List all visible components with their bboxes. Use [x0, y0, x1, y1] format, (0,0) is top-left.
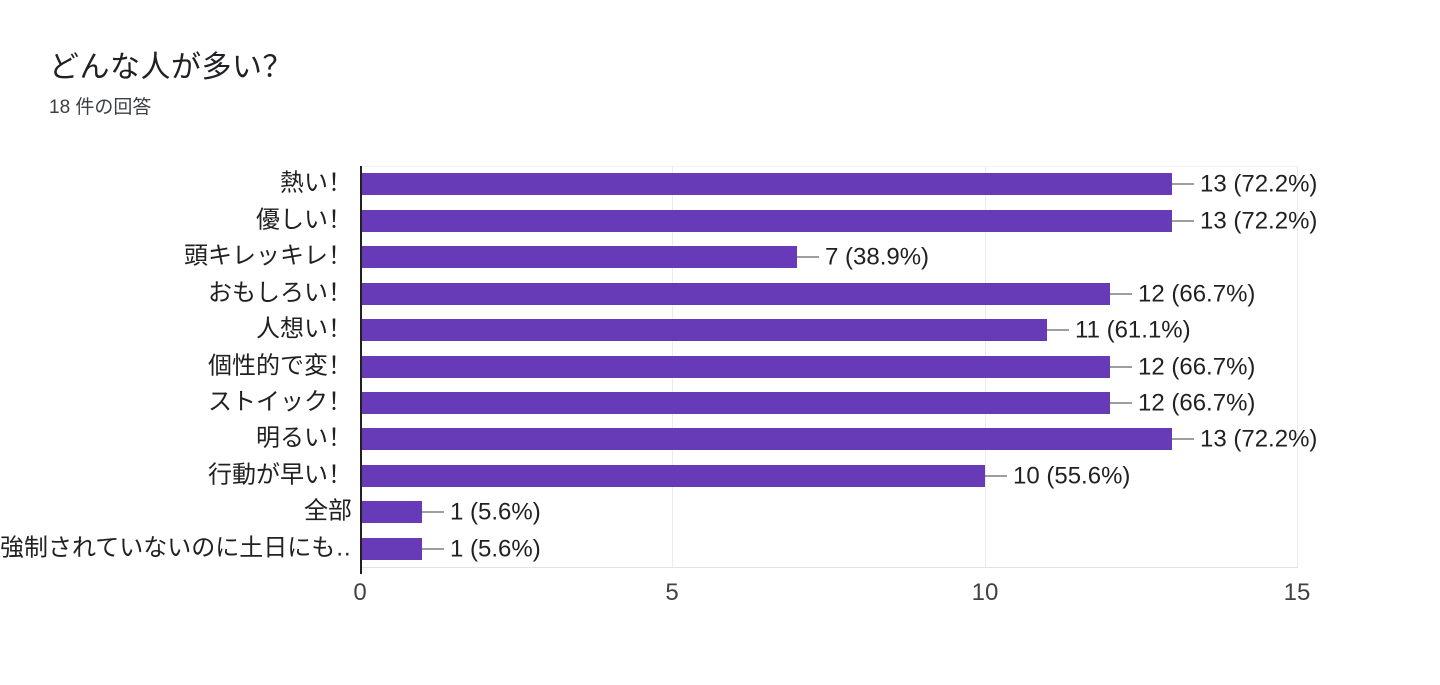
- value-leader-line: [1172, 220, 1194, 222]
- category-label: 行動が早い！: [208, 461, 352, 489]
- value-label: 10 (55.6%): [1013, 462, 1131, 490]
- value-label: 13 (72.2%): [1200, 425, 1318, 453]
- value-label: 12 (66.7%): [1138, 280, 1256, 308]
- value-leader-line: [1110, 402, 1132, 404]
- value-leader-line: [1047, 329, 1069, 331]
- value-label: 7 (38.9%): [825, 243, 930, 271]
- bar: [362, 428, 1172, 450]
- category-label: ストイック！: [208, 388, 352, 416]
- value-leader-line: [422, 548, 444, 550]
- category-label: 明るい！: [256, 424, 352, 452]
- bar: [362, 246, 797, 268]
- bar: [362, 465, 985, 487]
- plot-top-border: [360, 166, 1297, 167]
- bar: [362, 173, 1172, 195]
- category-label: 全部: [304, 497, 352, 525]
- value-leader-line: [1172, 183, 1194, 185]
- category-label: おもしろい！: [208, 279, 352, 307]
- category-label: 強制されていないのに土日にも…: [0, 534, 352, 562]
- bar: [362, 210, 1172, 232]
- value-label: 13 (72.2%): [1200, 207, 1318, 235]
- category-label: 優しい！: [256, 206, 352, 234]
- category-label: 熱い！: [280, 169, 352, 197]
- value-leader-line: [1172, 438, 1194, 440]
- value-leader-line: [985, 475, 1007, 477]
- x-tick-label: 5: [665, 579, 679, 606]
- bar: [362, 283, 1110, 305]
- category-label: 頭キレッキレ！: [184, 242, 352, 270]
- value-label: 13 (72.2%): [1200, 170, 1318, 198]
- x-tick-label: 0: [353, 579, 367, 606]
- bar: [362, 356, 1110, 378]
- category-label: 個性的で変！: [208, 352, 352, 380]
- gridline-x15: [1297, 166, 1298, 567]
- bar: [362, 501, 422, 523]
- x-tick-label: 15: [1283, 579, 1311, 606]
- bar: [362, 319, 1047, 341]
- question-title: どんな人が多い？: [49, 51, 293, 84]
- value-label: 1 (5.6%): [450, 535, 541, 563]
- value-label: 12 (66.7%): [1138, 353, 1256, 381]
- response-count: 18 件の回答: [49, 97, 152, 118]
- value-leader-line: [1110, 293, 1132, 295]
- x-axis-baseline: [360, 567, 1298, 568]
- bar: [362, 538, 422, 560]
- y-axis-line: [360, 166, 362, 574]
- value-leader-line: [1110, 366, 1132, 368]
- value-leader-line: [797, 256, 819, 258]
- category-label: 人想い！: [256, 315, 352, 343]
- value-label: 1 (5.6%): [450, 498, 541, 526]
- value-label: 12 (66.7%): [1138, 389, 1256, 417]
- bar: [362, 392, 1110, 414]
- value-leader-line: [422, 511, 444, 513]
- value-label: 11 (61.1%): [1075, 316, 1191, 344]
- x-tick-label: 10: [971, 579, 999, 606]
